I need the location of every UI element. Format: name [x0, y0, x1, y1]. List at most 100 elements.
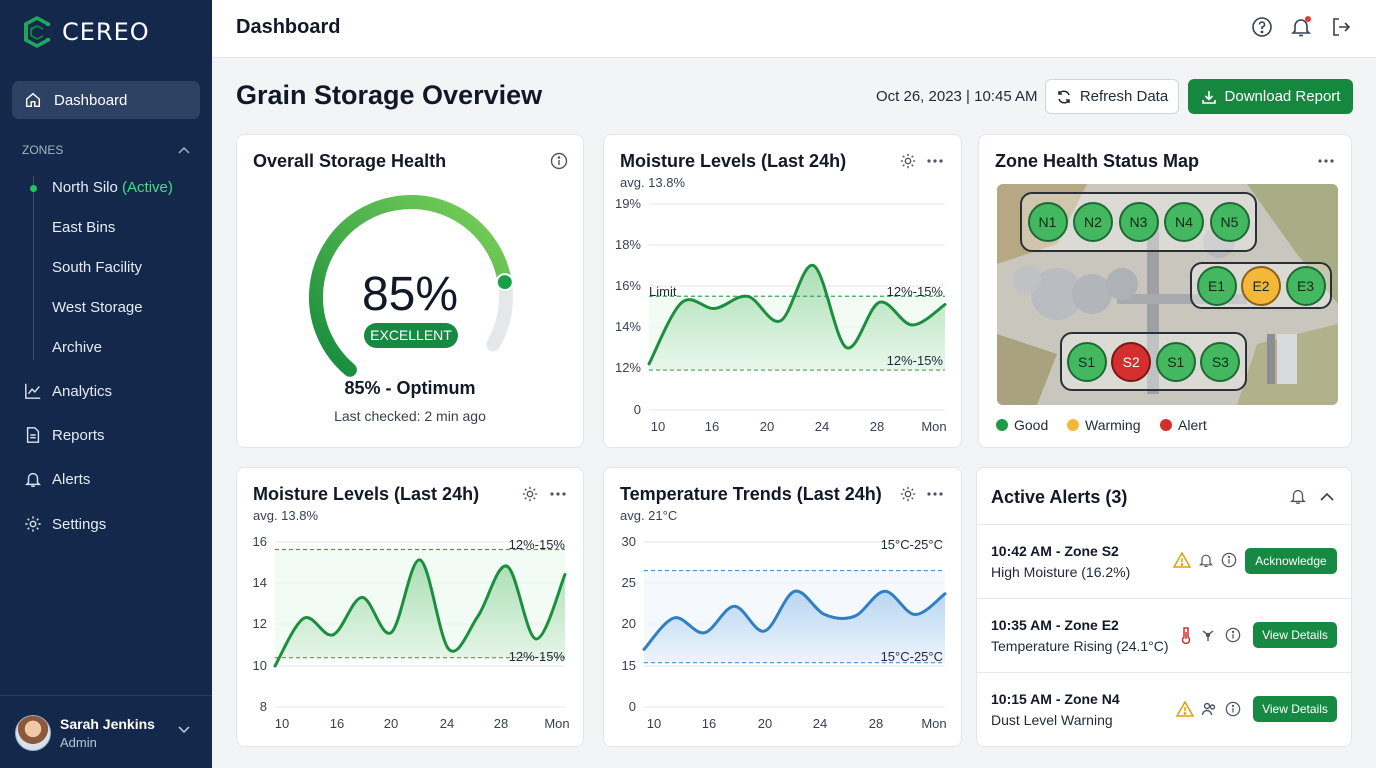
nav-alerts-label: Alerts: [52, 470, 91, 488]
zone-marker-n4[interactable]: N4: [1164, 202, 1204, 242]
zone-marker-e3[interactable]: E3: [1285, 265, 1326, 306]
cereo-logo-icon: [24, 16, 50, 48]
view-details-button[interactable]: View Details: [1253, 622, 1337, 648]
zone-map-title: Zone Health Status Map: [995, 151, 1200, 171]
series-line: [647, 264, 947, 366]
zone-groups: N1 N2 N3 N4 N5 E1 E2 E3 S1 S2 S1 S3: [997, 184, 1338, 405]
limit-label: Limit: [649, 284, 677, 299]
refresh-data-label: Refresh Data: [1079, 88, 1169, 105]
info-icon[interactable]: [550, 152, 568, 170]
bell-icon[interactable]: [1198, 552, 1214, 568]
zone-aerial-map[interactable]: N1 N2 N3 N4 N5 E1 E2 E3 S1 S2 S1 S3: [997, 184, 1338, 405]
zone-group: N1 N2 N3 N4 N5: [1020, 192, 1257, 252]
health-last-checked: Last checked: 2 min ago: [334, 408, 486, 424]
zone-item-east-bins[interactable]: East Bins: [52, 219, 116, 236]
gear-icon[interactable]: [899, 152, 917, 170]
x-tick-label: 20: [758, 716, 772, 731]
y-tick-label: 12: [253, 616, 267, 631]
moisture-top-chart: 0 12% 14% 16% 18% 19% 10 16 20 24 28 Mon: [615, 196, 947, 434]
y-tick-label: 0: [629, 699, 636, 714]
alerts-divider: [977, 524, 1351, 525]
zone-item-north-silo[interactable]: North Silo (Active): [52, 179, 173, 196]
legend-good: Good: [996, 417, 1048, 433]
acknowledge-button[interactable]: Acknowledge: [1245, 548, 1337, 574]
zone-item-south-facility[interactable]: South Facility: [52, 259, 143, 276]
zone-marker-s1[interactable]: S1: [1066, 341, 1107, 382]
zone-marker-n5[interactable]: N5: [1209, 202, 1250, 242]
user-name: Sarah Jenkins: [60, 716, 155, 732]
alert-description: Dust Level Warning: [991, 712, 1113, 728]
zone-marker-s3[interactable]: S3: [1200, 341, 1241, 382]
top-bar: Dashboard: [212, 0, 1376, 58]
chevron-up-icon[interactable]: [1320, 492, 1334, 501]
nav-reports[interactable]: Reports: [24, 426, 105, 444]
y-tick-label: 12%: [615, 360, 641, 375]
notification-bell-icon[interactable]: [1290, 16, 1312, 38]
series-area: [644, 591, 945, 663]
thermometer-icon: [1181, 627, 1191, 644]
x-tick-label: 16: [702, 716, 716, 731]
info-icon[interactable]: [1225, 701, 1241, 717]
zone-marker-n3[interactable]: N3: [1118, 202, 1159, 242]
zones-label: ZONES: [22, 143, 64, 157]
temperature-card: Temperature Trends (Last 24h) avg. 21°C …: [603, 467, 962, 747]
more-icon[interactable]: [1318, 159, 1334, 163]
x-tick-label: 10: [275, 716, 289, 731]
nav-analytics[interactable]: Analytics: [24, 382, 112, 400]
x-tick-label: 28: [870, 419, 884, 434]
alert-time: 10:42 AM - Zone S2: [991, 543, 1119, 559]
legend-warming-dot: [1067, 419, 1079, 431]
avatar[interactable]: [15, 715, 51, 751]
info-icon[interactable]: [1225, 627, 1241, 643]
help-icon[interactable]: [1251, 16, 1273, 38]
x-tick-label: 28: [494, 716, 508, 731]
zone-marker-n2[interactable]: N2: [1073, 202, 1113, 242]
zone-marker-e2[interactable]: E2: [1241, 265, 1281, 306]
view-details-button[interactable]: View Details: [1253, 696, 1337, 722]
x-tick-label: 20: [760, 419, 774, 434]
zone-marker-e1[interactable]: E1: [1196, 265, 1237, 306]
zone-name: North Silo: [52, 179, 118, 196]
refresh-data-button[interactable]: Refresh Data: [1045, 79, 1179, 114]
health-optimum-text: 85% - Optimum: [344, 378, 476, 398]
gauge-knob: [495, 273, 514, 292]
y-tick-label: 14%: [615, 319, 641, 334]
y-tick-label: 0: [634, 402, 641, 417]
chevron-up-icon: [178, 146, 190, 154]
more-icon[interactable]: [927, 492, 943, 496]
y-tick-label: 18%: [615, 237, 641, 252]
nav-settings[interactable]: Settings: [24, 515, 106, 533]
gauge-fill: [309, 195, 512, 377]
moisture-bottom-title: Moisture Levels (Last 24h): [253, 484, 480, 504]
zone-item-archive[interactable]: Archive: [52, 339, 103, 356]
chevron-down-icon[interactable]: [178, 726, 190, 734]
download-report-button[interactable]: Download Report: [1188, 79, 1353, 114]
bell-icon: [24, 472, 42, 487]
gear-icon[interactable]: [899, 485, 917, 503]
app-logo[interactable]: CEREO: [22, 14, 150, 50]
gear-icon[interactable]: [521, 485, 539, 503]
temperature-title: Temperature Trends (Last 24h): [620, 484, 882, 504]
current-datetime: Oct 26, 2023 | 10:45 AM: [876, 88, 1038, 105]
band-lower-label: 15°C-25°C: [880, 649, 943, 664]
zone-marker-s1[interactable]: S1: [1155, 341, 1196, 382]
zones-section-header[interactable]: ZONES: [22, 143, 190, 157]
info-icon[interactable]: [1221, 552, 1237, 568]
zone-item-west-storage[interactable]: West Storage: [52, 299, 143, 316]
zone-group: S1 S2 S1 S3: [1060, 332, 1247, 391]
zone-marker-s2[interactable]: S2: [1111, 341, 1152, 382]
zone-marker-n1[interactable]: N1: [1027, 202, 1068, 242]
logout-icon[interactable]: [1330, 16, 1352, 38]
y-tick-label: 14: [253, 575, 267, 590]
more-icon[interactable]: [927, 159, 943, 163]
y-tick-label: 25: [622, 575, 636, 590]
band-upper-label: 12%-15%: [886, 284, 943, 299]
people-icon[interactable]: [1201, 701, 1217, 717]
nav-alerts[interactable]: Alerts: [24, 470, 90, 488]
zones-tree-line: [33, 176, 34, 360]
fan-icon[interactable]: [1200, 627, 1216, 643]
more-icon[interactable]: [550, 492, 566, 496]
nav-dashboard[interactable]: Dashboard: [12, 81, 200, 119]
alert-settings-icon[interactable]: [1289, 487, 1307, 505]
